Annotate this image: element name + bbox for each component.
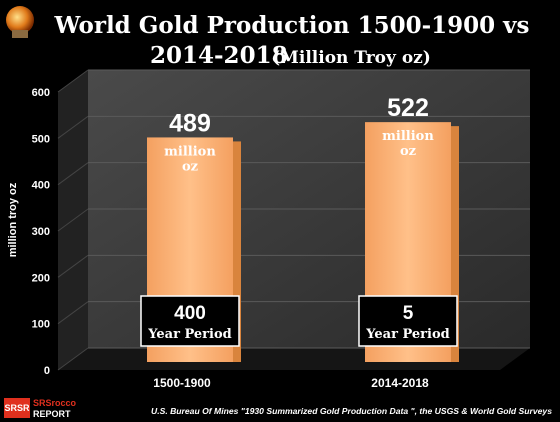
y-tick-label: 400 — [32, 180, 50, 192]
bar-side — [451, 126, 459, 362]
source-note: U.S. Bureau Of Mines "1930 Summarized Go… — [151, 406, 552, 416]
y-tick-label: 500 — [32, 133, 50, 145]
bar-side — [233, 141, 241, 362]
gridline-side — [57, 254, 89, 278]
period-box — [140, 295, 240, 347]
chart-title-suffix: (Million Troy oz) — [272, 48, 431, 68]
y-tick-label: 200 — [32, 272, 50, 284]
bar-value-label: 489 — [169, 109, 211, 137]
gridline-side — [57, 69, 89, 93]
y-axis-ticks: 0 100 200 300 400 500 600 — [32, 87, 50, 377]
period-box-label: Year Period — [147, 327, 231, 342]
logo-badge — [4, 398, 30, 418]
logo-badge-text: SRSR — [4, 403, 30, 413]
chart-title-line2: 2014-2018 — [150, 42, 288, 69]
bar-unit-label: oz — [182, 159, 198, 174]
bar-unit-label: oz — [400, 144, 416, 159]
y-tick-label: 0 — [44, 365, 50, 377]
period-box-number: 400 — [174, 303, 206, 324]
period-box-label: Year Period — [365, 327, 449, 342]
bar-unit-label: million — [164, 144, 216, 159]
period-boxes: 400 Year Period 5 Year Period — [140, 295, 458, 347]
period-box-number: 5 — [403, 303, 414, 324]
gridline-side — [57, 347, 89, 371]
gold-orb-icon — [6, 6, 34, 38]
srsrocco-logo: SRSR SRSrocco REPORT — [4, 398, 77, 419]
logo-line2: REPORT — [33, 409, 71, 419]
y-tick-label: 600 — [32, 87, 50, 99]
bar-value-label: 522 — [387, 94, 429, 122]
logo-line1: SRSrocco — [33, 398, 77, 408]
x-category-label: 2014-2018 — [371, 376, 429, 390]
bar-unit-label: million — [382, 129, 434, 144]
gridline-side — [57, 115, 89, 139]
y-axis-label: million troy oz — [7, 182, 19, 257]
period-box — [358, 295, 458, 347]
gridline-side — [57, 162, 89, 186]
gridline-side — [57, 208, 89, 232]
plot-floor — [58, 348, 530, 370]
gridline-side — [57, 301, 89, 325]
x-category-label: 1500-1900 — [153, 376, 211, 390]
chart-title: World Gold Production 1500-1900 vs — [54, 12, 530, 39]
x-axis-categories: 1500-1900 2014-2018 — [153, 376, 429, 390]
y-tick-label: 300 — [32, 226, 50, 238]
y-tick-label: 100 — [32, 319, 50, 331]
